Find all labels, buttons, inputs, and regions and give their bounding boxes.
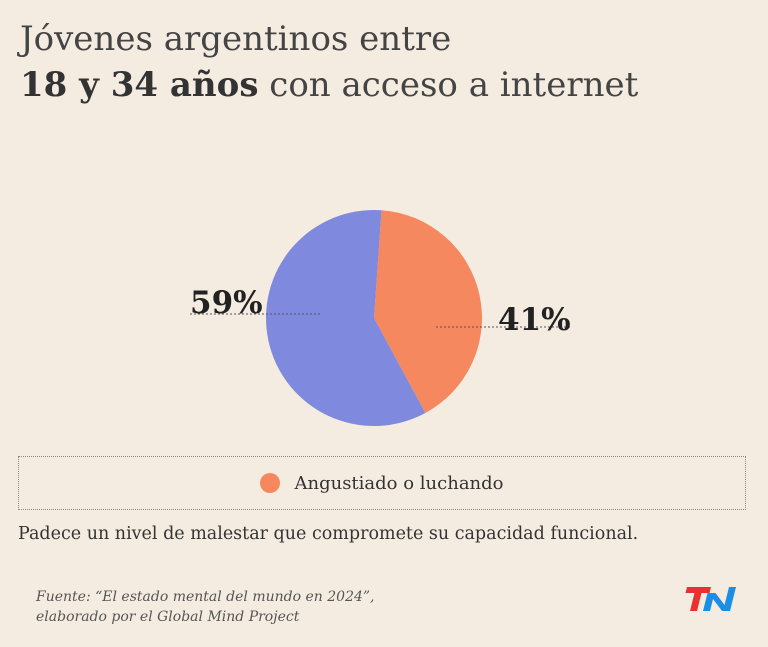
- chart-title: Jóvenes argentinos entre 18 y 34 años co…: [20, 16, 750, 108]
- title-bold-part: 18 y 34 años: [20, 65, 259, 105]
- legend: Angustiado o luchando: [18, 456, 746, 510]
- title-rest-part: con acceso a internet: [258, 65, 639, 105]
- slice-label: 59%: [190, 285, 263, 321]
- source-credit: Fuente: “El estado mental del mundo en 2…: [36, 587, 596, 627]
- title-line-1: Jóvenes argentinos entre: [20, 19, 452, 59]
- legend-label: Angustiado o luchando: [294, 472, 504, 494]
- source-line-2: elaborado por el Global Mind Project: [36, 609, 300, 625]
- legend-swatch: [260, 473, 281, 493]
- slice-label: 41%: [498, 302, 571, 338]
- title-line-2: 18 y 34 años con acceso a internet: [20, 62, 750, 108]
- pie-slice-59: [266, 210, 426, 427]
- pie-chart: 41% 59%: [190, 210, 571, 427]
- pie-slice-41: [374, 210, 483, 414]
- chart-note: Padece un nivel de malestar que comprome…: [18, 524, 639, 544]
- source-line-1: Fuente: “El estado mental del mundo en 2…: [36, 589, 375, 605]
- tn-logo-icon: [685, 587, 737, 611]
